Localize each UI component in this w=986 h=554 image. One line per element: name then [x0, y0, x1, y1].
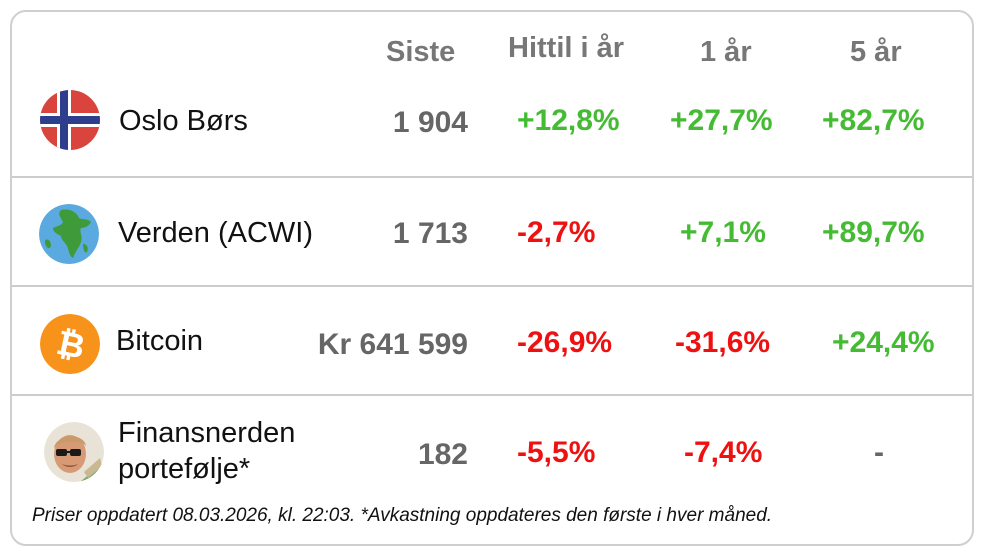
- row-last-value: 1 713: [392, 217, 468, 250]
- row-last-value: 182: [417, 438, 468, 471]
- bitcoin-icon: ₿: [40, 314, 100, 374]
- row-ytd-value: +12,8%: [517, 104, 620, 137]
- globe-icon: [39, 204, 99, 264]
- footer-note: Priser oppdatert 08.03.2026, kl. 22:03. …: [32, 505, 773, 526]
- row-5y-value: +89,7%: [822, 216, 925, 249]
- row-1y-value: +27,7%: [670, 104, 773, 137]
- row-ytd-value: -2,7%: [517, 216, 596, 249]
- row-ytd-value: -5,5%: [517, 436, 596, 469]
- row-name: Bitcoin: [116, 325, 204, 357]
- row-1y-value: +7,1%: [680, 216, 766, 249]
- row-divider: [12, 394, 972, 396]
- row-name: Verden (ACWI): [118, 217, 313, 249]
- norway-flag-icon: [40, 90, 100, 150]
- row-5y-value: +82,7%: [822, 104, 925, 137]
- row-last-value: 1 904: [392, 106, 468, 139]
- header-ytd: Hittil i år: [508, 32, 625, 64]
- row-divider: [12, 176, 972, 178]
- row-5y-value: +24,4%: [832, 326, 935, 359]
- header-last: Siste: [386, 36, 456, 68]
- row-1y-value: -7,4%: [684, 436, 763, 469]
- row-ytd-value: -26,9%: [517, 326, 613, 359]
- row-name-line2: portefølje*: [118, 453, 251, 485]
- header-1y: 1 år: [700, 36, 752, 68]
- row-5y-value: -: [874, 436, 884, 469]
- row-last-value: Kr 641 599: [317, 328, 468, 361]
- row-1y-value: -31,6%: [675, 326, 771, 359]
- row-name: Oslo Børs: [119, 105, 248, 137]
- avatar-icon: [44, 422, 104, 482]
- row-divider: [12, 285, 972, 287]
- returns-card: Siste Hittil i år 1 år 5 år Oslo Børs 1 …: [10, 10, 974, 546]
- header-5y: 5 år: [850, 36, 902, 68]
- row-name-line1: Finansnerden: [118, 417, 296, 449]
